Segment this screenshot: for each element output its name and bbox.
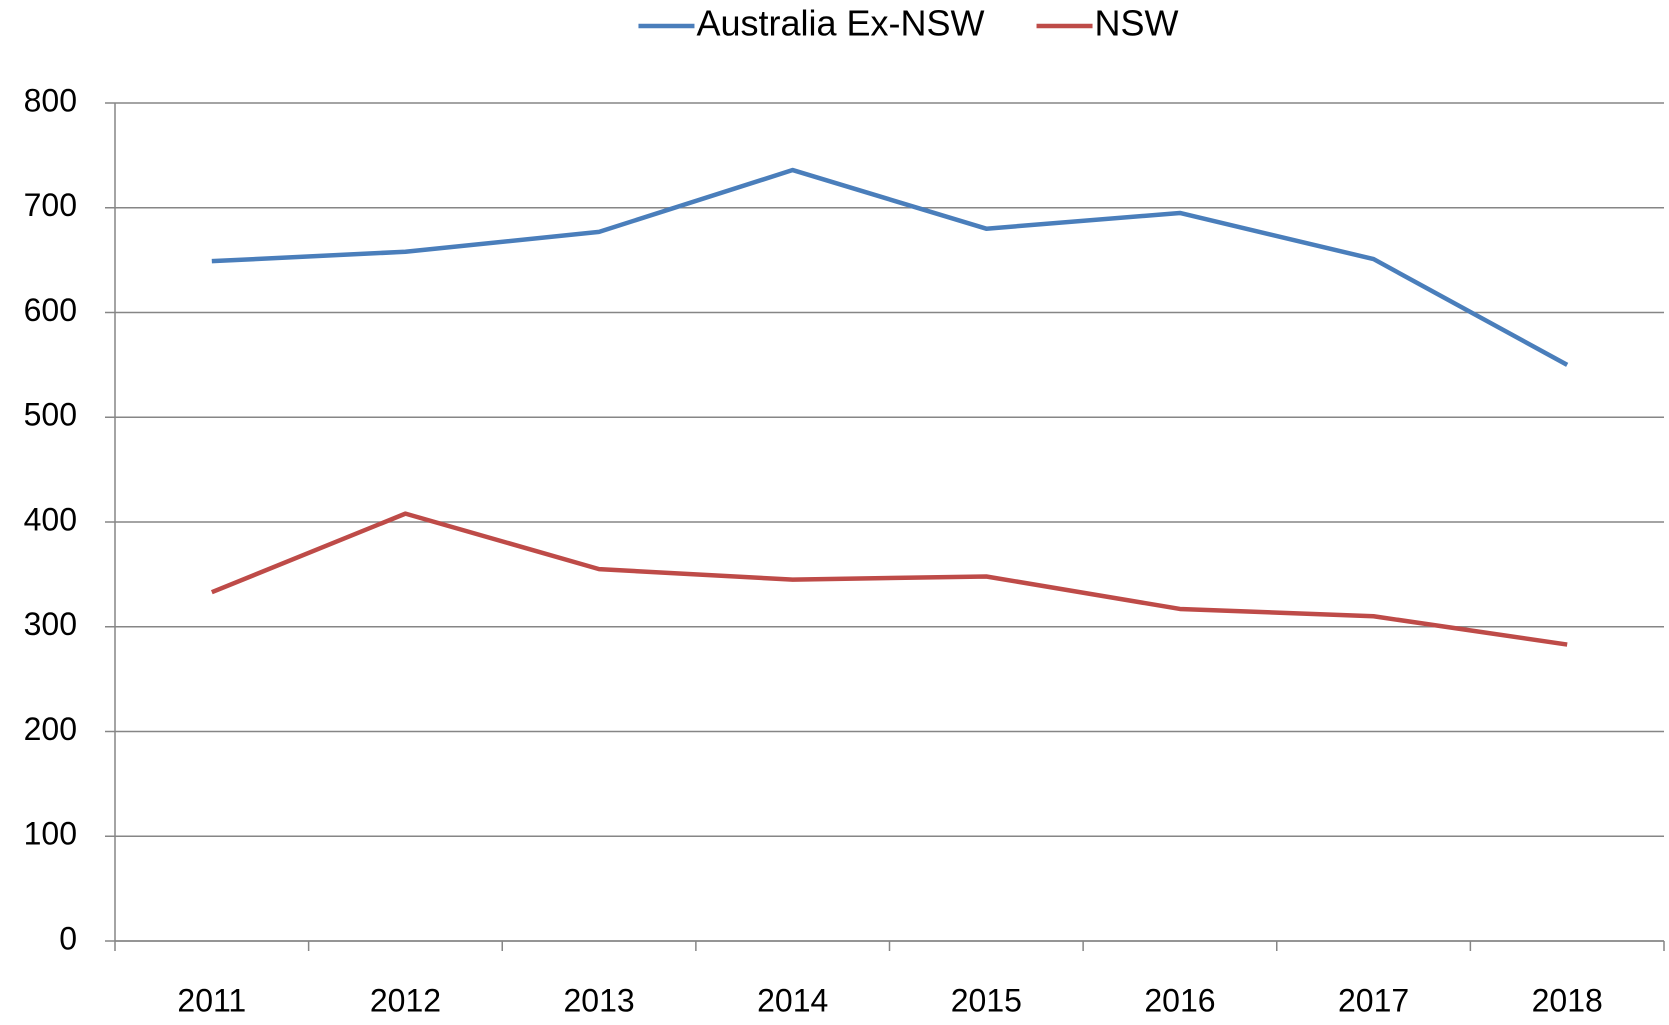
x-tick-label: 2012 [370, 982, 441, 1018]
y-tick-label: 300 [24, 606, 77, 642]
x-tick-label: 2017 [1338, 982, 1409, 1018]
y-tick-label: 700 [24, 187, 77, 223]
y-tick-label: 800 [24, 82, 77, 118]
y-tick-label: 0 [59, 920, 77, 956]
legend-label: Australia Ex-NSW [696, 3, 984, 44]
x-tick-label: 2016 [1144, 982, 1215, 1018]
x-tick-label: 2015 [951, 982, 1022, 1018]
y-tick-label: 100 [24, 816, 77, 852]
x-tick-label: 2013 [563, 982, 634, 1018]
line-series [211, 167, 1569, 367]
y-tick-label: 200 [24, 711, 77, 747]
line-series [210, 511, 1568, 647]
y-tick-label: 500 [24, 397, 77, 433]
y-tick-label: 400 [24, 501, 77, 537]
legend-label: NSW [1095, 3, 1179, 44]
x-tick-label: 2014 [757, 982, 828, 1018]
y-tick-label: 600 [24, 292, 77, 328]
x-tick-label: 2018 [1532, 982, 1603, 1018]
x-tick-label: 2011 [177, 982, 246, 1018]
